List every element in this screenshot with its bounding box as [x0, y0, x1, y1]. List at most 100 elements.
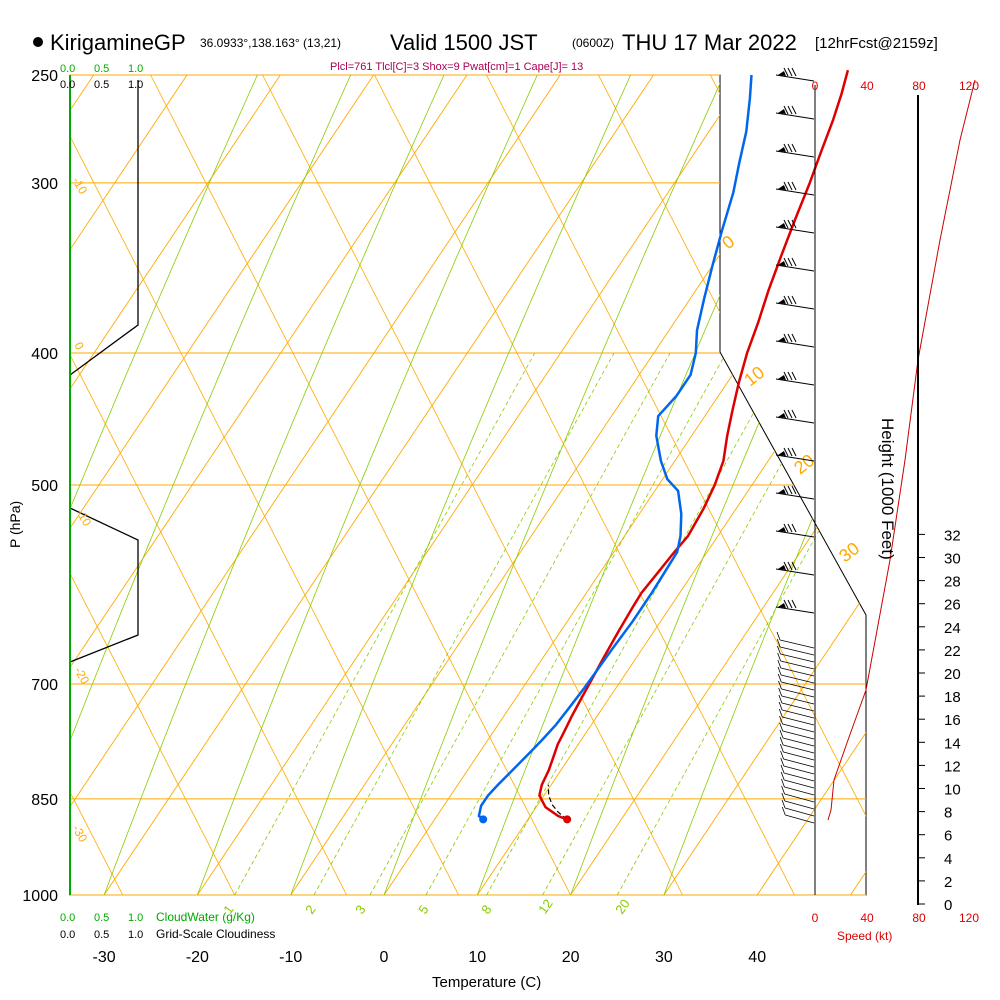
- wind-barb: [775, 568, 815, 576]
- wind-barb-feather: [779, 729, 784, 739]
- speed-bottom-tick-label: 0: [812, 911, 819, 925]
- wind-barb-flag: [778, 489, 786, 494]
- wind-barb: [783, 751, 815, 761]
- parcel-path: [547, 784, 568, 820]
- mixing-ratio-line: [425, 352, 727, 895]
- moist-adiabat-line: [70, 75, 258, 895]
- isotherm-line: [70, 75, 374, 895]
- isotherm-line: [70, 75, 281, 895]
- station-name: KirigamineGP: [50, 30, 186, 55]
- wind-barb-flag: [778, 261, 786, 266]
- isotherm-line: [476, 75, 866, 895]
- wind-barb-feather: [779, 715, 783, 725]
- height-tick-label: 14: [944, 735, 961, 752]
- wind-barb-feather: [779, 722, 784, 732]
- isotherm-line: [663, 75, 866, 895]
- wind-barb-feather: [791, 333, 797, 343]
- wind-barb-feather: [787, 257, 793, 267]
- wind-barb: [775, 150, 815, 158]
- wind-barb-flag: [778, 603, 786, 608]
- wind-barb-feather: [778, 694, 783, 704]
- pressure-tick-label: 850: [31, 792, 58, 809]
- mixing-ratio-line: [616, 352, 866, 895]
- wind-barb-flag: [778, 375, 786, 380]
- wind-barb-feather: [780, 764, 785, 774]
- wind-barb: [781, 681, 815, 691]
- wind-barb: [775, 378, 815, 386]
- cloud-bottom-black-tick: 1.0: [128, 929, 143, 941]
- wind-barb: [782, 723, 815, 733]
- wind-barb-feather: [787, 523, 793, 533]
- wind-barb-feather: [791, 447, 797, 457]
- surface-temperature-point: [563, 815, 572, 824]
- moist-adiabat-line: [383, 75, 725, 895]
- wind-barb-feather: [776, 631, 781, 641]
- wind-barb-feather: [783, 67, 789, 77]
- wind-barb-feather: [787, 371, 793, 381]
- wind-barb: [780, 646, 815, 656]
- wind-barb: [781, 695, 815, 705]
- isotherm-line: [197, 75, 748, 895]
- isotherm-label: 20: [790, 450, 818, 478]
- wind-barb-feather: [778, 687, 783, 697]
- wind-barb-feather: [787, 599, 793, 609]
- wind-barb-feather: [791, 143, 797, 153]
- height-axis-title: Height (1000 Feet): [878, 418, 897, 560]
- mixing-ratio-label: 3: [352, 902, 368, 917]
- wind-barb: [775, 530, 815, 538]
- moist-adiabat-line: [290, 75, 631, 895]
- wind-barbs: [775, 67, 815, 824]
- cloud-bottom-green-tick: 0.5: [94, 912, 109, 924]
- mixing-ratio-label: 8: [478, 902, 494, 917]
- height-tick-label: 16: [944, 712, 961, 729]
- wind-barb-feather: [791, 371, 797, 381]
- wind-barb: [775, 606, 815, 614]
- wind-barb-feather: [791, 599, 797, 609]
- cloud-top-black-tick: 1.0: [128, 79, 143, 91]
- wind-barb: [779, 639, 815, 649]
- speed-bottom-tick-label: 120: [959, 911, 979, 925]
- cloud-bottom-green-tick: 0.0: [60, 912, 75, 924]
- wind-speed-profile: [827, 79, 976, 821]
- wind-barb-feather: [787, 295, 793, 305]
- cloudiness-label: Grid-Scale Cloudiness: [156, 927, 275, 941]
- speed-bottom-tick-label: 80: [912, 911, 926, 925]
- temperature-tick-label: -30: [93, 949, 116, 966]
- height-tick-label: 18: [944, 689, 961, 706]
- wind-barb: [783, 772, 815, 782]
- speed-top-tick-label: 0: [812, 79, 819, 93]
- temperature-tick-label: 40: [748, 949, 766, 966]
- mixing-ratio-label: 20: [612, 896, 633, 916]
- wind-barb-feather: [777, 673, 782, 683]
- wind-barb: [775, 188, 815, 196]
- mixing-ratio-line: [234, 352, 536, 895]
- dry-adiabat-line: [70, 75, 459, 895]
- wind-barb-flag: [778, 565, 786, 570]
- wind-barb-feather: [783, 409, 789, 419]
- wind-barb: [775, 74, 815, 82]
- forecast-info: [12hrFcst@2159z]: [815, 35, 938, 52]
- wind-barb-feather: [779, 736, 784, 746]
- wind-barb: [783, 765, 815, 775]
- wind-barb-feather: [791, 561, 797, 571]
- cloud-top-green-tick: 0.5: [94, 63, 109, 75]
- mixing-ratio-label: 12: [535, 896, 556, 916]
- height-tick-label: 28: [944, 574, 961, 591]
- wind-barb-feather: [781, 785, 785, 795]
- wind-barb-flag: [778, 451, 786, 456]
- wind-barb-feather: [783, 523, 789, 533]
- diagram-grid: [69, 74, 867, 896]
- mixing-ratio-line: [486, 352, 787, 895]
- valid-time: Valid 1500 JST: [390, 30, 538, 55]
- wind-barb-feather: [783, 105, 789, 115]
- wind-barb-feather: [791, 219, 797, 229]
- dry-adiabat-line: [822, 75, 866, 895]
- cloud-bottom-black-tick: 0.0: [60, 929, 75, 941]
- speed-top-tick-label: 120: [959, 79, 979, 93]
- wind-barb-feather: [791, 105, 797, 115]
- wind-barb-feather: [791, 257, 797, 267]
- valid-date: THU 17 Mar 2022: [622, 30, 797, 55]
- wind-barb: [784, 800, 815, 810]
- wind-barb: [775, 112, 815, 120]
- wind-barb-feather: [791, 523, 797, 533]
